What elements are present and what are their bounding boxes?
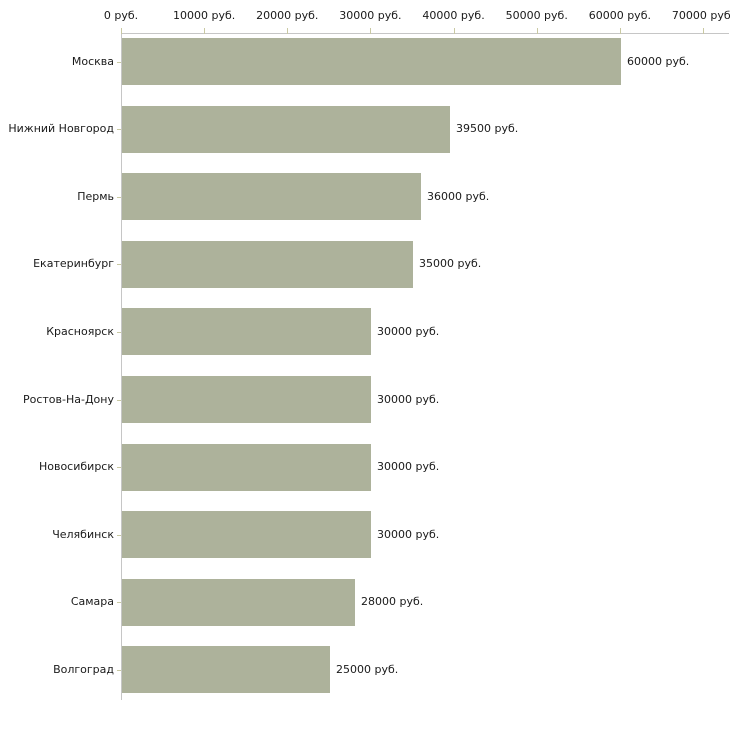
bar — [122, 173, 421, 221]
x-axis-line — [121, 33, 729, 34]
bar — [122, 646, 330, 694]
category-label: Волгоград — [53, 662, 114, 676]
value-label: 25000 руб. — [336, 662, 399, 676]
x-axis-tick-label: 60000 руб. — [588, 9, 651, 22]
category-label: Ростов-На-Дону — [22, 392, 114, 406]
bar — [122, 511, 371, 559]
value-label: 30000 руб. — [377, 392, 440, 406]
value-label: 30000 руб. — [377, 460, 440, 474]
y-axis-tick — [117, 400, 121, 401]
category-label: Нижний Новгород — [8, 122, 114, 136]
y-axis-tick — [117, 197, 121, 198]
category-label: Москва — [71, 54, 114, 68]
x-axis-tick-label: 10000 руб. — [173, 9, 236, 22]
y-axis-tick — [117, 332, 121, 333]
x-axis-tick-label: 40000 руб. — [422, 9, 485, 22]
category-label: Челябинск — [52, 527, 114, 541]
y-axis-tick — [117, 129, 121, 130]
y-axis-tick — [117, 62, 121, 63]
x-axis-tick — [619, 28, 621, 34]
bar — [122, 376, 371, 423]
x-axis-tick-label: 20000 руб. — [256, 9, 319, 22]
x-axis-tick — [536, 28, 538, 34]
category-label: Пермь — [77, 189, 114, 203]
x-axis-tick — [287, 28, 289, 34]
x-axis-tick — [453, 28, 455, 34]
value-label: 30000 руб. — [377, 527, 440, 541]
value-label: 35000 руб. — [419, 257, 482, 271]
category-label: Самара — [70, 595, 114, 609]
y-axis-tick — [117, 467, 121, 468]
x-axis-tick — [370, 28, 372, 34]
value-label: 39500 руб. — [456, 122, 519, 136]
bar — [122, 578, 355, 626]
x-axis-tick — [703, 28, 704, 34]
bar — [122, 240, 413, 288]
value-label: 36000 руб. — [427, 189, 490, 203]
bar — [122, 443, 371, 491]
bar — [122, 308, 371, 356]
y-axis-tick — [117, 670, 121, 671]
x-axis-tick — [121, 28, 122, 34]
category-label: Новосибирск — [38, 460, 114, 474]
value-label: 30000 руб. — [377, 324, 440, 338]
y-axis-line — [121, 33, 122, 700]
x-axis-tick-label: 0 руб. — [103, 9, 139, 22]
x-axis-tick-label: 50000 руб. — [505, 9, 568, 22]
bar — [122, 38, 621, 85]
y-axis-tick — [117, 602, 121, 603]
value-label: 60000 руб. — [627, 54, 690, 68]
x-axis-tick-label: 30000 руб. — [339, 9, 402, 22]
x-axis-tick-label: 70000 руб. — [671, 9, 730, 22]
category-label: Екатеринбург — [33, 257, 114, 271]
x-axis-tick — [204, 28, 206, 34]
y-axis-tick — [117, 264, 121, 265]
bar — [122, 105, 450, 153]
y-axis-tick — [117, 535, 121, 536]
value-label: 28000 руб. — [361, 595, 424, 609]
category-label: Красноярск — [46, 324, 114, 338]
